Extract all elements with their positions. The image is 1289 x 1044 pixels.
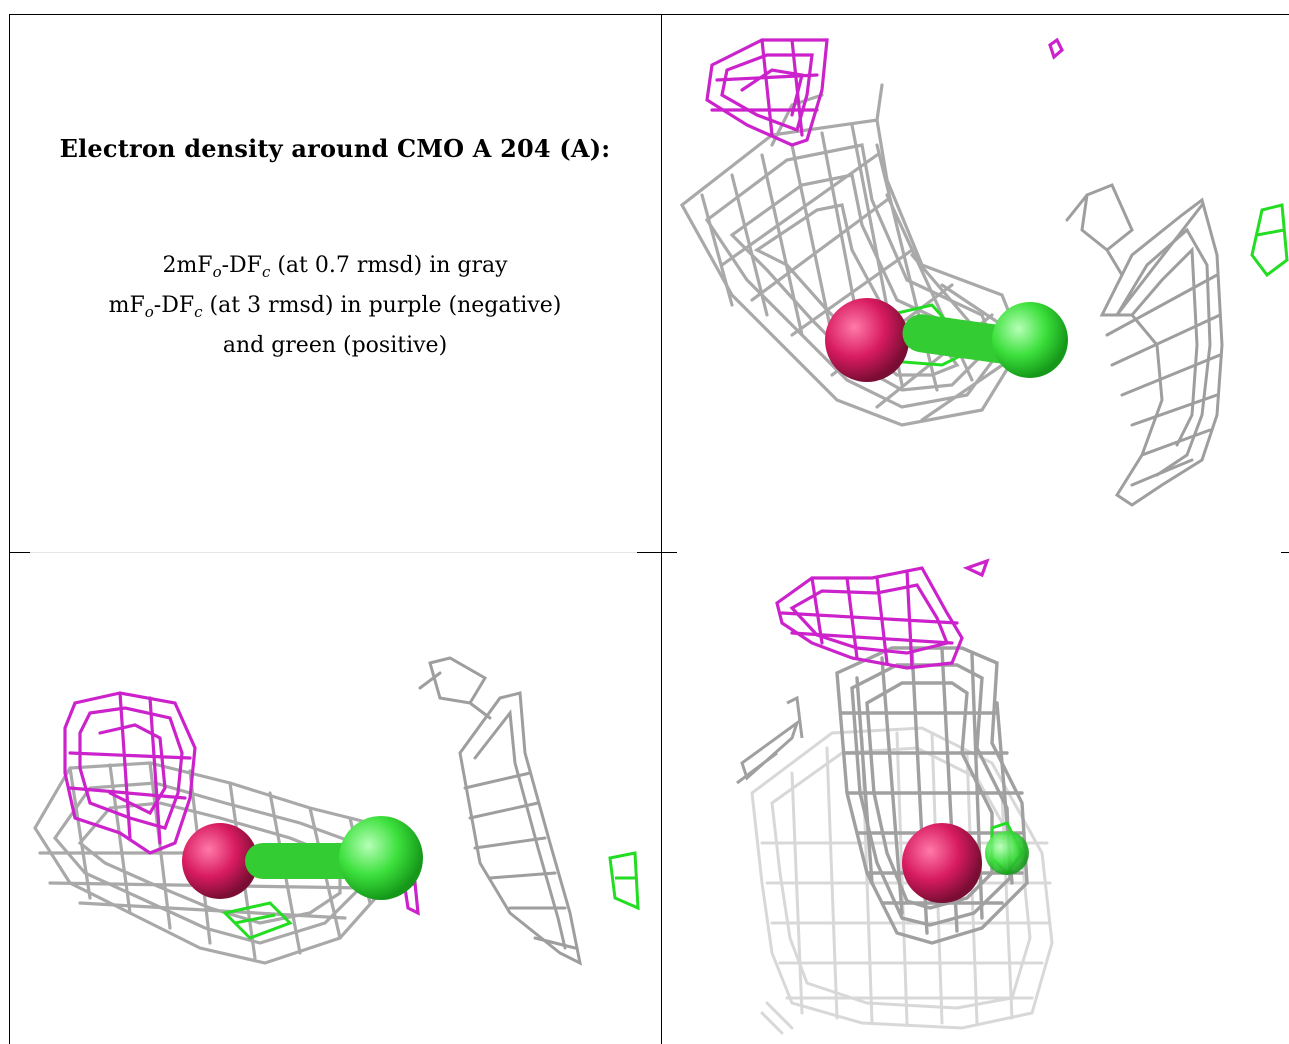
oxygen-atom-sphere	[182, 823, 258, 899]
carbon-atom-sphere	[992, 302, 1068, 378]
negative-density-mesh	[63, 691, 420, 916]
oxygen-atom-sphere	[902, 823, 982, 903]
gray-density-mesh-right	[418, 656, 583, 966]
negative-density-mesh	[775, 558, 990, 670]
carbon-atom-sphere	[339, 816, 423, 900]
caption-title: Electron density around CMO A 204 (A):	[59, 134, 611, 163]
gray-density-mesh-left	[736, 695, 804, 785]
grid-center-rule	[661, 14, 662, 1044]
caption-description: 2mFo-DFc (at 0.7 rmsd) in gray mFo-DFc (…	[10, 249, 660, 363]
density-view-top-right	[662, 15, 1289, 552]
density-view-bottom-left	[10, 553, 660, 1044]
carbon-atom-sphere	[985, 831, 1029, 875]
gray-density-mesh-right	[1065, 183, 1224, 507]
negative-density-mesh	[705, 37, 1064, 147]
density-render-1	[679, 37, 1289, 507]
caption-line-positive: and green (positive)	[222, 333, 448, 358]
gray-density-mesh	[835, 646, 1029, 945]
grid-middle-rule-right	[1281, 552, 1289, 553]
oxygen-atom-sphere	[825, 298, 909, 382]
bond-stick	[902, 314, 1022, 364]
density-render-3	[736, 558, 1054, 1035]
grid-middle-faint	[30, 552, 637, 553]
caption-line-gray: 2mFo-DFc (at 0.7 rmsd) in gray	[162, 253, 508, 281]
density-render-2	[33, 656, 640, 966]
grid-middle-rule-center	[637, 552, 677, 553]
grid-left-rule	[9, 14, 10, 1044]
caption-line-difference: mFo-DFc (at 3 rmsd) in purple (negative)	[108, 293, 562, 321]
positive-density-mesh	[222, 851, 640, 940]
caption-panel: Electron density around CMO A 204 (A): 2…	[10, 15, 660, 550]
grid-middle-rule-left	[10, 552, 30, 553]
grid-top-rule	[10, 14, 1289, 15]
density-view-bottom-right	[662, 553, 1289, 1044]
